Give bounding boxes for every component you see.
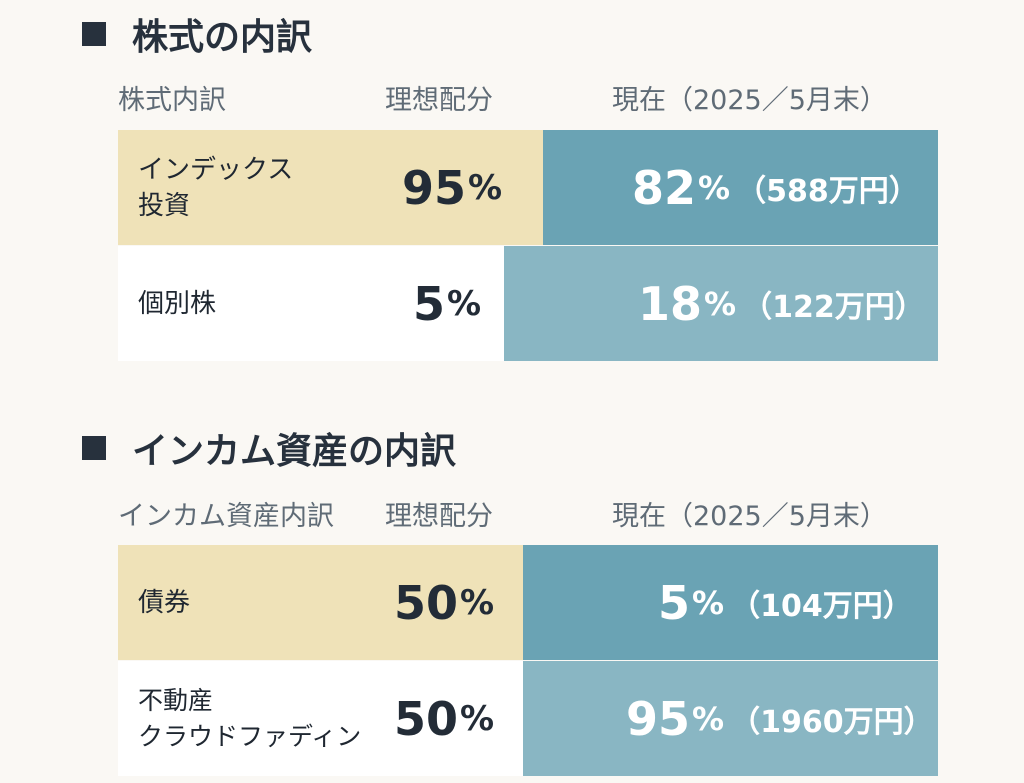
- row-left-cell: [118, 246, 504, 361]
- table-row-bonds: 債券 50 % 5 % （104万円）: [118, 545, 938, 660]
- current-unit: %: [692, 583, 725, 622]
- current-amount: （588万円）: [736, 173, 919, 209]
- row-label-line1: インデックス: [138, 154, 294, 185]
- current-amount: （1960万円）: [730, 704, 934, 740]
- stocks-header-current: 現在（2025／5月末）: [612, 85, 887, 116]
- stocks-header-ideal: 理想配分: [385, 85, 493, 116]
- current-unit: %: [704, 284, 737, 323]
- ideal-number: 95: [402, 160, 467, 215]
- square-bullet-icon: [82, 436, 106, 460]
- current-amount: （122万円）: [742, 289, 925, 325]
- ideal-number: 5: [413, 276, 446, 331]
- row-label-line2: クラウドファディン: [138, 721, 362, 751]
- stocks-header-category: 株式内訳: [118, 85, 226, 116]
- ideal-unit: %: [468, 167, 503, 208]
- ideal-number: 50: [394, 691, 459, 746]
- current-unit: %: [692, 699, 725, 738]
- income-title-text: インカム資産の内訳: [132, 431, 457, 472]
- stocks-section-title: 株式の内訳: [82, 8, 312, 60]
- square-bullet-icon: [82, 22, 106, 46]
- row-label-line1: 個別株: [138, 288, 217, 319]
- row-current-cell: [523, 545, 938, 660]
- income-header-category: インカム資産内訳: [118, 501, 334, 532]
- row-ideal-value: 5 %: [413, 246, 481, 361]
- row-label-line1: 不動産: [138, 685, 214, 715]
- row-label-line2: 投資: [138, 190, 191, 221]
- current-number: 5: [658, 575, 691, 630]
- row-label: インデックス 投資: [138, 130, 293, 245]
- row-current-cell: [543, 130, 938, 245]
- row-left-cell: [118, 130, 543, 245]
- row-left-cell: [118, 661, 523, 776]
- ideal-unit: %: [460, 698, 495, 739]
- current-amount: （104万円）: [730, 588, 913, 624]
- ideal-unit: %: [447, 283, 482, 324]
- current-unit: %: [698, 168, 731, 207]
- row-label: 個別株: [138, 246, 216, 361]
- row-current-value: 82 % （588万円）: [632, 130, 919, 245]
- current-number: 82: [632, 160, 697, 215]
- row-label-line1: 債券: [138, 587, 191, 618]
- table-row-index-investing: インデックス 投資 95 % 82 % （588万円）: [118, 130, 938, 245]
- income-header-ideal: 理想配分: [385, 501, 493, 532]
- current-number: 95: [626, 691, 691, 746]
- current-number: 18: [638, 276, 703, 331]
- row-current-value: 5 % （104万円）: [658, 545, 913, 660]
- stocks-title-text: 株式の内訳: [132, 17, 313, 58]
- row-left-cell: [118, 545, 523, 660]
- ideal-number: 50: [394, 575, 459, 630]
- row-ideal-value: 50 %: [394, 545, 494, 660]
- row-current-cell: [523, 661, 938, 776]
- ideal-unit: %: [460, 582, 495, 623]
- row-current-value: 18 % （122万円）: [638, 246, 925, 361]
- table-row-real-estate: 不動産 クラウドファディン 50 % 95 % （1960万円）: [118, 661, 938, 776]
- row-current-cell: [504, 246, 938, 361]
- row-ideal-value: 50 %: [394, 661, 494, 776]
- income-header-current: 現在（2025／5月末）: [612, 501, 887, 532]
- row-label: 不動産 クラウドファディン: [138, 661, 361, 776]
- table-row-individual-stocks: 個別株 5 % 18 % （122万円）: [118, 246, 938, 361]
- row-ideal-value: 95 %: [402, 130, 502, 245]
- row-label: 債券: [138, 545, 190, 660]
- income-section-title: インカム資産の内訳: [82, 422, 456, 474]
- row-current-value: 95 % （1960万円）: [626, 661, 934, 776]
